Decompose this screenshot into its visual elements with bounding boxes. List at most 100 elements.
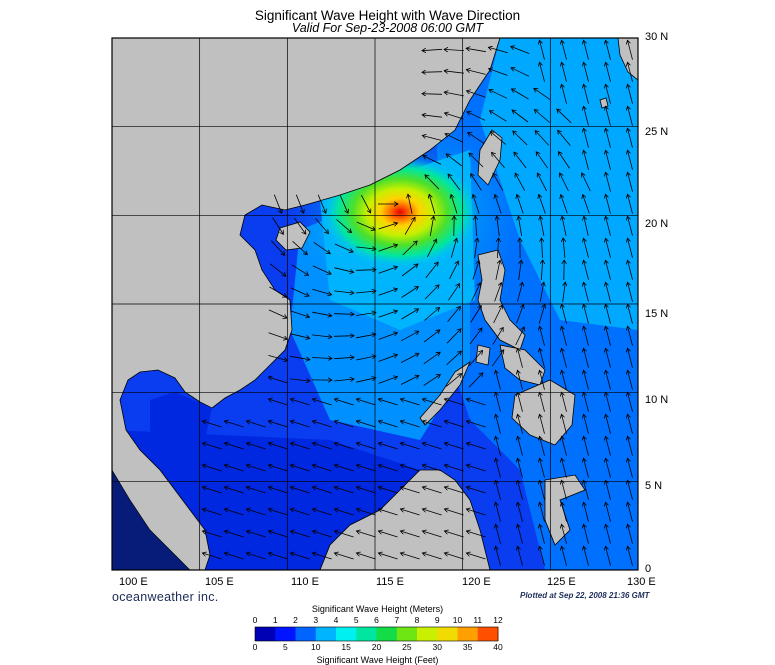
wave-arrow [562, 370, 567, 390]
wave-arrow [202, 443, 222, 450]
wave-arrow [471, 283, 481, 302]
wave-arrow [400, 553, 420, 560]
wave-arrow [514, 152, 527, 169]
wave-arrow [628, 546, 633, 566]
wave-arrow [540, 414, 545, 434]
wave-arrow [496, 458, 501, 478]
wave-arrow [540, 62, 545, 82]
wave-arrow [496, 414, 501, 434]
wave-arrow [400, 487, 420, 494]
wave-arrow [535, 131, 550, 146]
wave-arrow [473, 195, 480, 214]
wave-arrow [540, 436, 545, 456]
wave-arrow [628, 106, 633, 126]
malay-peninsula [112, 469, 191, 570]
wave-arrow [422, 509, 442, 516]
colorbar-segment [417, 627, 438, 641]
wave-arrow [606, 546, 611, 566]
colorbar-tick-meters: 3 [313, 615, 319, 625]
wave-arrow [400, 465, 420, 472]
brand-label: oceanweather inc. [112, 590, 219, 604]
wave-arrow [495, 195, 502, 214]
wave-arrow [290, 355, 310, 359]
wave-arrow [334, 291, 354, 293]
wave-arrow [474, 238, 478, 258]
wave-arrow [268, 399, 288, 406]
wave-arrow [448, 284, 459, 301]
wave-arrow [584, 150, 589, 170]
wave-arrow [444, 443, 464, 450]
wave-arrow [628, 392, 633, 412]
colorbar-tick-feet: 10 [311, 642, 321, 652]
wave-arrow [628, 326, 633, 346]
pacific-light-region [480, 38, 638, 330]
chart-subtitle: Valid For Sep-23-2008 06:00 GMT [291, 21, 484, 35]
wave-arrow [404, 217, 415, 235]
wave-arrow [334, 243, 353, 252]
wave-arrow [356, 421, 376, 428]
wave-arrow [470, 306, 482, 323]
wave-arrow [584, 370, 589, 390]
wave-arrow [492, 152, 505, 168]
wave-arrow [606, 282, 611, 302]
hainan-island [275, 221, 311, 251]
colorbar-segment [356, 627, 377, 641]
wave-arrow [558, 130, 571, 146]
wave-arrow [224, 509, 244, 516]
wave-arrow [561, 195, 568, 214]
wave-arrow [202, 421, 222, 428]
wave-arrow [444, 531, 464, 538]
wave-arrow [246, 509, 266, 516]
wave-arrow [513, 131, 528, 146]
wave-arrow [540, 392, 545, 412]
colorbar-tick-meters: 9 [434, 615, 440, 625]
wave-arrow [511, 89, 529, 100]
wave-arrow [224, 443, 244, 450]
wave-arrow [606, 348, 611, 368]
wave-arrow [334, 487, 354, 494]
wave-arrow [423, 375, 441, 386]
wave-arrow [518, 436, 523, 456]
wave-arrow [446, 374, 461, 387]
wave-arrow [628, 216, 633, 236]
wave-arrow [268, 332, 288, 340]
wave-arrow [628, 370, 633, 390]
wave-arrow [444, 421, 464, 428]
wave-arrow [356, 399, 376, 406]
wave-arrow [559, 152, 570, 169]
wave-arrow [268, 553, 288, 560]
mindanao-island [511, 379, 576, 446]
wave-arrow [518, 348, 523, 368]
wave-arrow [290, 465, 310, 472]
wave-arrow [628, 414, 633, 434]
wave-arrow [312, 443, 332, 450]
wave-arrow [246, 421, 266, 428]
wave-arrow [584, 326, 589, 346]
wave-arrow [606, 502, 611, 522]
wave-arrow [312, 399, 332, 406]
wave-arrow [606, 84, 611, 104]
wave-arrow [466, 487, 486, 494]
wave-arrow [628, 282, 633, 302]
wave-arrow [628, 458, 633, 478]
wave-arrow [378, 509, 398, 516]
wave-arrow [562, 84, 567, 104]
wave-arrow [518, 458, 523, 478]
wave-arrow [466, 48, 486, 53]
wave-arrow [356, 465, 376, 472]
wave-arrow [606, 238, 611, 258]
wave-arrow [584, 436, 589, 456]
wave-arrow [497, 216, 500, 236]
wave-arrow [466, 509, 486, 516]
wave-arrow [422, 136, 442, 141]
wave-arrow [422, 421, 442, 428]
wave-arrow [540, 502, 545, 522]
wave-arrow [361, 194, 370, 213]
wave-arrow [444, 509, 464, 516]
wave-arrow [334, 443, 354, 450]
wave-arrow [584, 524, 589, 544]
map-frame [111, 37, 639, 571]
colorbar-segment [275, 627, 296, 641]
wave-direction-arrows [202, 40, 633, 566]
wave-arrow [425, 175, 440, 190]
